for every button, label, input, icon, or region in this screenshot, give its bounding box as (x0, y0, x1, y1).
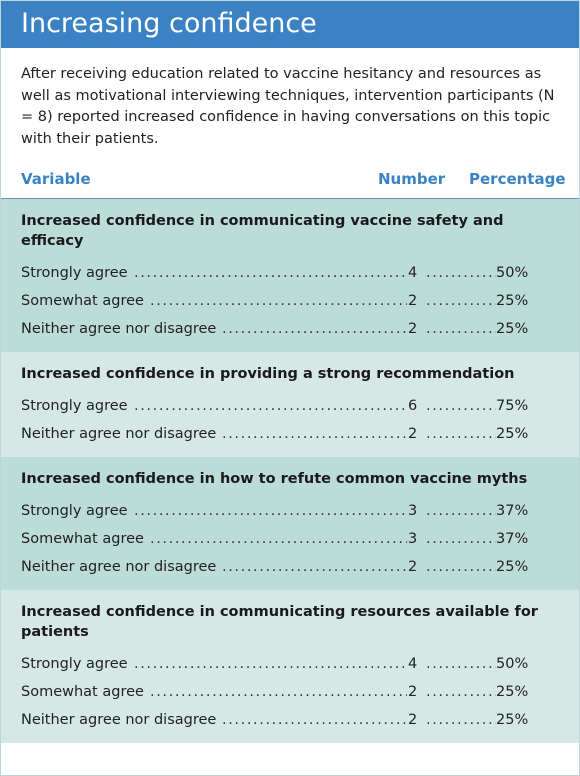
table-body: Increased confidence in communicating va… (1, 199, 579, 775)
row-number: 2 (408, 293, 418, 309)
section-safety-efficacy: Increased confidence in communicating va… (1, 199, 579, 352)
row-label: Somewhat agree (21, 293, 144, 309)
table-header: Variable Number Percentage (1, 163, 579, 199)
table-row: Somewhat agree .........................… (21, 678, 559, 706)
table-row: Somewhat agree .........................… (21, 525, 559, 553)
leader-dots: ........................................… (426, 656, 496, 672)
table-row: Neither agree nor disagree .............… (21, 420, 559, 448)
row-percentage: 50% (496, 265, 529, 281)
intro-paragraph: After receiving education related to vac… (21, 66, 555, 147)
section-strong-recommendation: Increased confidence in providing a stro… (1, 352, 579, 457)
row-percentage: 25% (496, 712, 529, 728)
row-percentage: 25% (496, 426, 529, 442)
table-row: Strongly agree .........................… (21, 497, 559, 525)
table-row: Neither agree nor disagree .............… (21, 553, 559, 581)
row-number: 4 (408, 265, 418, 281)
row-label: Strongly agree (21, 503, 128, 519)
table-row: Somewhat agree .........................… (21, 287, 559, 315)
table-row: Neither agree nor disagree .............… (21, 315, 559, 343)
leader-dots: ........................................… (150, 293, 407, 309)
leader-dots: ........................................… (134, 656, 407, 672)
row-label: Strongly agree (21, 656, 128, 672)
section-title: Increased confidence in communicating re… (21, 604, 538, 640)
row-label: Somewhat agree (21, 684, 144, 700)
row-number: 2 (408, 559, 418, 575)
row-number: 4 (408, 656, 418, 672)
leader-dots: ........................................… (426, 531, 496, 547)
leader-dots: ........................................… (426, 265, 496, 281)
row-number: 3 (408, 531, 418, 547)
leader-dots: ........................................… (134, 503, 407, 519)
leader-dots: ........................................… (426, 503, 496, 519)
leader-dots: ........................................… (426, 684, 496, 700)
leader-dots: ........................................… (150, 684, 407, 700)
row-percentage: 25% (496, 559, 529, 575)
leader-dots: ........................................… (222, 559, 407, 575)
table-row: Strongly agree .........................… (21, 259, 559, 287)
section-title: Increased confidence in how to refute co… (21, 471, 528, 487)
row-label: Neither agree nor disagree (21, 426, 217, 442)
section-title: Increased confidence in communicating va… (21, 213, 504, 249)
row-label: Strongly agree (21, 398, 128, 414)
column-header-percentage: Percentage (469, 170, 566, 188)
column-header-variable: Variable (21, 170, 91, 188)
leader-dots: ........................................… (134, 398, 407, 414)
row-percentage: 25% (496, 321, 529, 337)
table-row: Strongly agree .........................… (21, 392, 559, 420)
row-number: 2 (408, 426, 418, 442)
section-refute-myths: Increased confidence in how to refute co… (1, 457, 579, 590)
row-number: 2 (408, 712, 418, 728)
table-row: Strongly agree .........................… (21, 650, 559, 678)
row-number: 2 (408, 684, 418, 700)
row-label: Neither agree nor disagree (21, 559, 217, 575)
row-number: 3 (408, 503, 418, 519)
row-percentage: 37% (496, 531, 529, 547)
leader-dots: ........................................… (222, 426, 407, 442)
leader-dots: ........................................… (150, 531, 407, 547)
section-patient-resources: Increased confidence in communicating re… (1, 590, 579, 743)
row-label: Somewhat agree (21, 531, 144, 547)
row-label: Strongly agree (21, 265, 128, 281)
leader-dots: ........................................… (426, 293, 496, 309)
row-label: Neither agree nor disagree (21, 321, 217, 337)
leader-dots: ........................................… (222, 321, 407, 337)
leader-dots: ........................................… (426, 398, 496, 414)
row-percentage: 75% (496, 398, 529, 414)
row-percentage: 25% (496, 293, 529, 309)
card-title: Increasing confidence (1, 1, 579, 48)
leader-dots: ........................................… (426, 426, 496, 442)
row-number: 6 (408, 398, 418, 414)
row-number: 2 (408, 321, 418, 337)
leader-dots: ........................................… (222, 712, 407, 728)
leader-dots: ........................................… (426, 321, 496, 337)
leader-dots: ........................................… (426, 712, 496, 728)
section-title: Increased confidence in providing a stro… (21, 366, 515, 382)
column-header-number: Number (378, 170, 446, 188)
leader-dots: ........................................… (426, 559, 496, 575)
row-percentage: 37% (496, 503, 529, 519)
row-label: Neither agree nor disagree (21, 712, 217, 728)
row-percentage: 50% (496, 656, 529, 672)
leader-dots: ........................................… (134, 265, 407, 281)
table-row: Neither agree nor disagree .............… (21, 706, 559, 734)
row-percentage: 25% (496, 684, 529, 700)
